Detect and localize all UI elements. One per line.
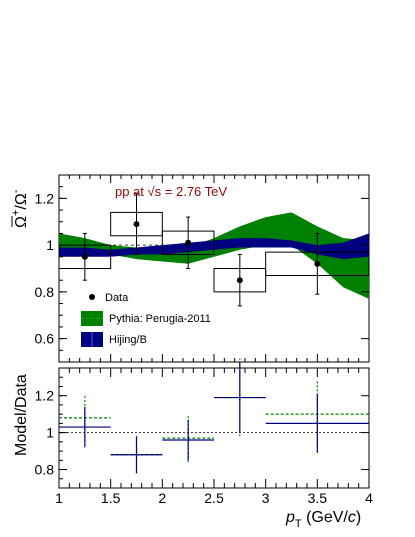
data-point — [185, 239, 192, 246]
data-point — [236, 277, 243, 284]
bottom-y-tick-label: 1.2 — [35, 388, 55, 404]
x-tick-label: 4 — [365, 490, 373, 506]
legend-data-label: Data — [105, 292, 129, 304]
x-tick-label: 2.5 — [204, 490, 224, 506]
bottom-y-tick-label: 0.8 — [35, 462, 55, 478]
ratio-panel: 0.6 0.8 1 1.2 — [35, 174, 370, 363]
svg-text:Ω+/Ω-: Ω+/Ω- — [10, 189, 30, 228]
top-y-tick-label: 0.8 — [35, 284, 55, 300]
bottom-y-tick-label: 1 — [46, 425, 54, 441]
data-point — [314, 260, 321, 267]
data-point — [133, 221, 140, 228]
top-y-tick-label: 1.2 — [35, 190, 55, 206]
collision-energy-label: pp at √s = 2.76 TeV — [115, 184, 227, 199]
x-tick-label: 1 — [55, 490, 63, 506]
bottom-frame — [58, 367, 370, 489]
x-axis-title: pT (GeV/c) — [285, 509, 361, 530]
x-tick-label: 2 — [158, 490, 166, 506]
top-y-tick-label: 0.6 — [35, 331, 55, 347]
model-data-panel: 0.811.21 1.5 2 2.5 3 3.5 4 — [35, 358, 373, 506]
top-y-tick-label: 1 — [46, 237, 54, 253]
x-tick-label: 3 — [262, 490, 270, 506]
legend: Data Pythia: Perugia-2011 Hijing/B — [81, 292, 211, 347]
x-tick-label: 3.5 — [308, 490, 328, 506]
bottom-y-axis-title: Model/Data — [13, 374, 30, 456]
omega-minus-symbol: Ω — [13, 193, 30, 205]
top-y-axis-title: Ω+/Ω- — [10, 189, 30, 228]
pythia-band — [59, 212, 369, 299]
omega-plus-sign: + — [10, 210, 22, 216]
x-tick-label: 1.5 — [101, 490, 121, 506]
legend-hijing-label: Hijing/B — [109, 334, 147, 346]
omega-plus-symbol: Ω — [13, 216, 30, 228]
omega-minus-sign: - — [10, 189, 22, 193]
legend-pythia-label: Pythia: Perugia-2011 — [109, 313, 211, 325]
legend-data-marker — [89, 294, 95, 300]
data-point — [81, 253, 88, 260]
